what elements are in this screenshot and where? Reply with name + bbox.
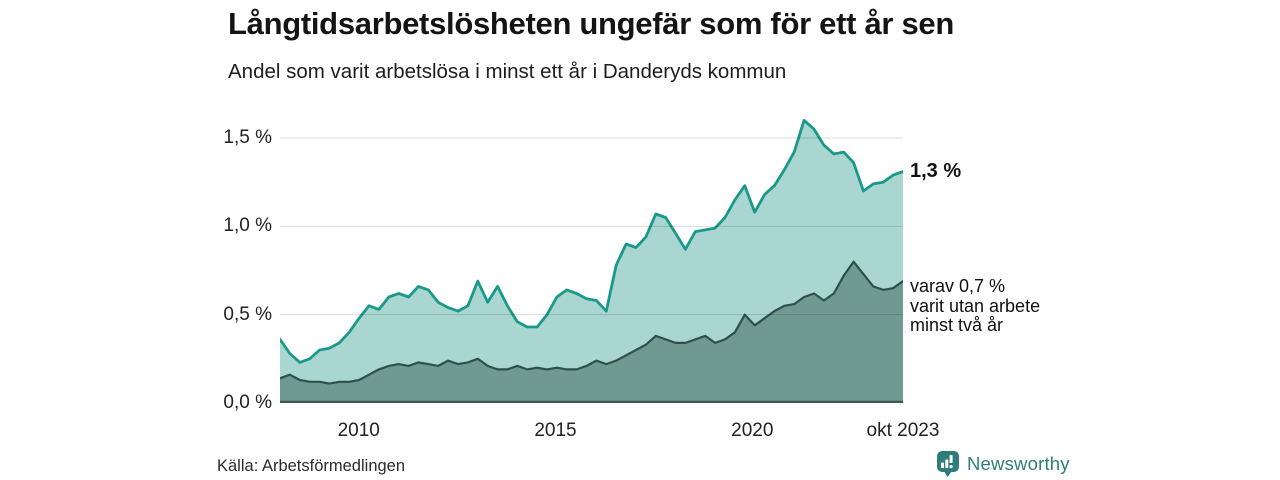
y-axis-tick-label: 0,0 % <box>223 392 272 413</box>
x-axis-tick-label: 2015 <box>534 420 577 441</box>
series-end-label-subset: varav 0,7 % varit utan arbete minst två … <box>910 276 1041 336</box>
series-end-label-total: 1,3 % <box>910 160 962 182</box>
area-chart-plot <box>280 118 903 403</box>
series-end-label-subset-line1: varav 0,7 % <box>910 276 1006 296</box>
newsworthy-logo: Newsworthy <box>936 450 1070 478</box>
unemployed_min_two_years-area <box>280 261 903 403</box>
x-axis-tick-label: okt 2023 <box>866 420 940 441</box>
unemployed_min_two_years-line <box>280 260 903 385</box>
y-axis-tick-label: 0,5 % <box>223 303 272 325</box>
series-end-label-subset-line2: varit utan arbete <box>910 295 1041 316</box>
x-axis-tick-label: 2010 <box>337 420 380 441</box>
chart-subtitle: Andel som varit arbetslösa i minst ett å… <box>228 60 787 83</box>
x-axis-tick-label: 2020 <box>731 420 774 441</box>
unemployed_min_one_year-line <box>280 118 903 364</box>
newsworthy-bubble-chart-icon <box>937 451 959 477</box>
y-axis-tick-label: 1,0 % <box>223 215 272 237</box>
chart-title: Långtidsarbetslösheten ungefär som för e… <box>228 6 955 41</box>
y-axis-tick-label: 1,5 % <box>223 126 272 148</box>
newsworthy-wordmark: Newsworthy <box>967 453 1070 474</box>
source-note: Källa: Arbetsförmedlingen <box>217 457 406 475</box>
series-end-label-subset-line3: minst två år <box>910 315 1004 335</box>
